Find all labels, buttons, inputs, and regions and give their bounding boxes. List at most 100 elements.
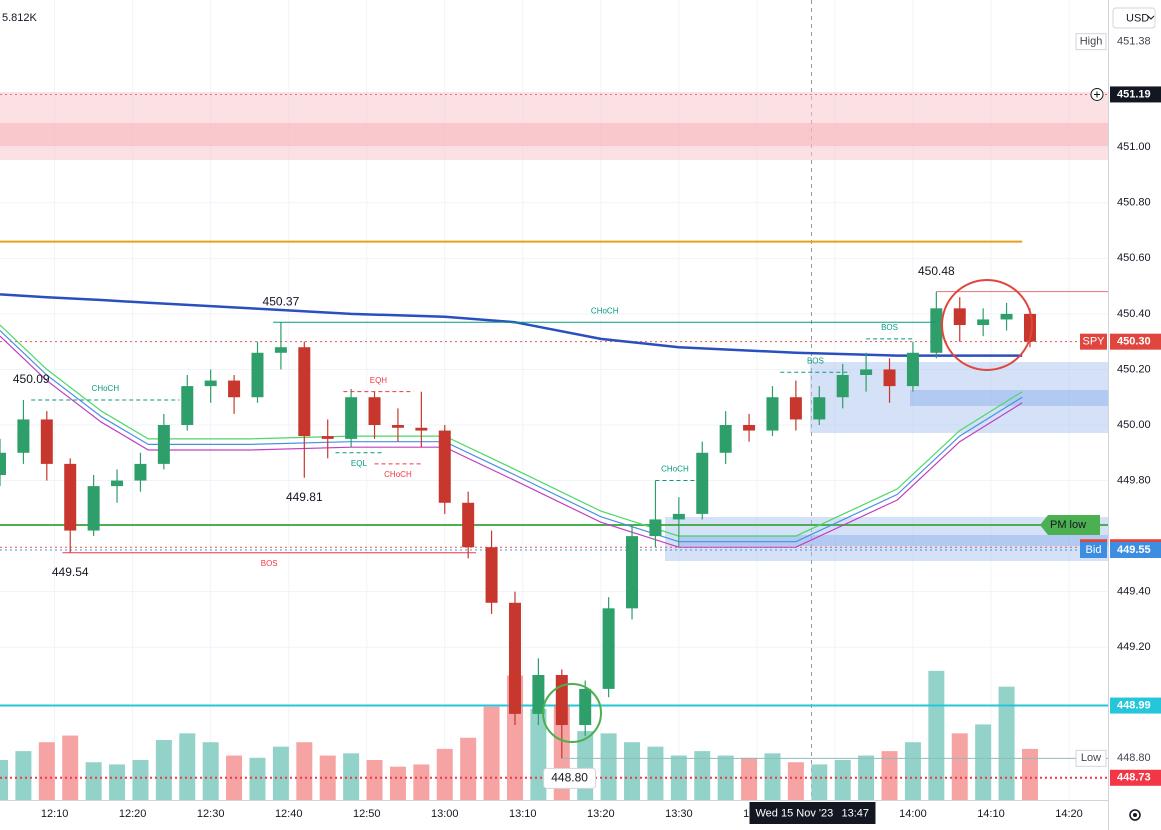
x-tick-label: 13:00 — [431, 808, 459, 820]
candle-body — [649, 519, 662, 537]
tag-value: 450.30 — [1117, 336, 1151, 348]
tag-name: Low — [1081, 752, 1101, 764]
currency: USD — [1126, 12, 1149, 24]
candle-body — [953, 308, 966, 325]
tag-bg — [1110, 542, 1161, 558]
demand-zone-core — [910, 390, 1108, 406]
candle-body — [813, 397, 826, 420]
tag-name-bg — [1075, 749, 1107, 767]
volume-bar — [109, 764, 126, 800]
candle-body — [64, 463, 77, 531]
tag-name: PM low — [1050, 519, 1086, 531]
candle-body — [789, 397, 802, 420]
tag-bg — [1110, 86, 1161, 103]
demand-zone-core — [680, 535, 1108, 546]
tag-name-bg — [1075, 33, 1107, 51]
point-label: 449.81 — [286, 490, 323, 504]
candle-body — [602, 608, 615, 689]
tag-value: 448.99 — [1117, 699, 1151, 711]
volume-bar — [483, 706, 500, 800]
crosshair-time: 13:47 — [841, 807, 869, 819]
volume-bar — [998, 686, 1015, 800]
currency-button[interactable] — [1112, 7, 1156, 29]
y-tick-label: 449.20 — [1117, 641, 1151, 653]
volume-bar — [670, 755, 687, 800]
volume-bar — [38, 742, 55, 800]
candle-body — [111, 480, 124, 487]
tag-bg — [1110, 697, 1161, 714]
x-tick-label: 13:30 — [665, 808, 693, 820]
structure-label: CHoCH — [591, 306, 619, 315]
zones — [0, 92, 1108, 561]
tag-name: Bid — [1086, 544, 1102, 556]
y-tick-label: 449.80 — [1117, 474, 1151, 486]
candle-body — [977, 319, 990, 325]
dropdown-icon — [1147, 15, 1155, 20]
candle-body — [0, 452, 6, 475]
candle-body — [836, 375, 849, 398]
structure-label: BOS — [807, 356, 824, 365]
candle-body — [345, 397, 358, 439]
structure-label: BOS — [261, 559, 278, 568]
volume-bar — [624, 742, 641, 800]
tag-value: 449.55 — [1117, 544, 1151, 556]
overlays — [0, 293, 1023, 548]
volume-bar — [202, 742, 219, 800]
volume-bar — [366, 760, 383, 800]
tag-value: 448.73 — [1117, 772, 1151, 784]
volume-bar — [296, 742, 313, 800]
candle-body — [883, 369, 896, 387]
candle-body — [251, 352, 264, 398]
structure-label: EQL — [351, 459, 368, 468]
candle-body — [930, 308, 943, 353]
volume-bar — [600, 733, 617, 800]
structure-label: EQH — [370, 376, 388, 385]
axes: 451.00 450.80 450.60 450.40 450.20 450.00 449.… — [41, 33, 1161, 824]
candle-body — [462, 502, 475, 548]
tag-name: High — [1080, 36, 1103, 48]
candle-body — [508, 602, 521, 714]
candle-body — [555, 675, 568, 725]
price-axis — [1108, 0, 1161, 830]
candle-body — [298, 347, 311, 437]
add-icon-plus — [1094, 91, 1100, 98]
volume-bar — [975, 724, 992, 800]
point-label: 450.48 — [918, 264, 955, 278]
moving-average — [0, 293, 1023, 357]
volume-bar — [1021, 748, 1038, 800]
candle-body — [228, 380, 241, 398]
candle-body — [743, 425, 756, 431]
volume-bar — [132, 760, 149, 800]
point-label: 450.09 — [13, 372, 50, 386]
volume-bar — [741, 757, 758, 800]
volume-bar — [389, 766, 406, 800]
x-tick-label: 14:20 — [1055, 808, 1083, 820]
point-label: 448.80 — [551, 771, 588, 785]
volume-bar — [179, 733, 196, 800]
volume-bar — [834, 760, 851, 800]
crosshair-label-bg — [749, 802, 876, 824]
candle-body — [87, 486, 100, 531]
point-label: 450.37 — [263, 294, 300, 308]
tag-value: 448.80 — [1117, 752, 1151, 764]
volume-bar — [62, 735, 79, 800]
highlight-circle — [941, 279, 1033, 371]
supply-zone — [0, 92, 1108, 160]
structure-label: BOS — [881, 323, 898, 332]
volume-bar — [272, 746, 289, 800]
tag-name-bg — [1080, 542, 1107, 558]
tag-name-bg — [1080, 333, 1107, 350]
tag-value: 451.38 — [1117, 36, 1151, 48]
settings-icon[interactable] — [1129, 809, 1141, 821]
candles — [0, 291, 1036, 759]
candle-body — [181, 386, 194, 425]
volume-bar — [694, 751, 711, 800]
point-label-bg — [543, 767, 597, 789]
candle-body — [1023, 313, 1036, 342]
volume-bar — [928, 670, 945, 800]
candle-body — [766, 397, 779, 431]
volume-label: 5.812K — [2, 12, 38, 24]
volume-bar — [249, 757, 266, 800]
structure-label: CHoCH — [92, 384, 120, 393]
